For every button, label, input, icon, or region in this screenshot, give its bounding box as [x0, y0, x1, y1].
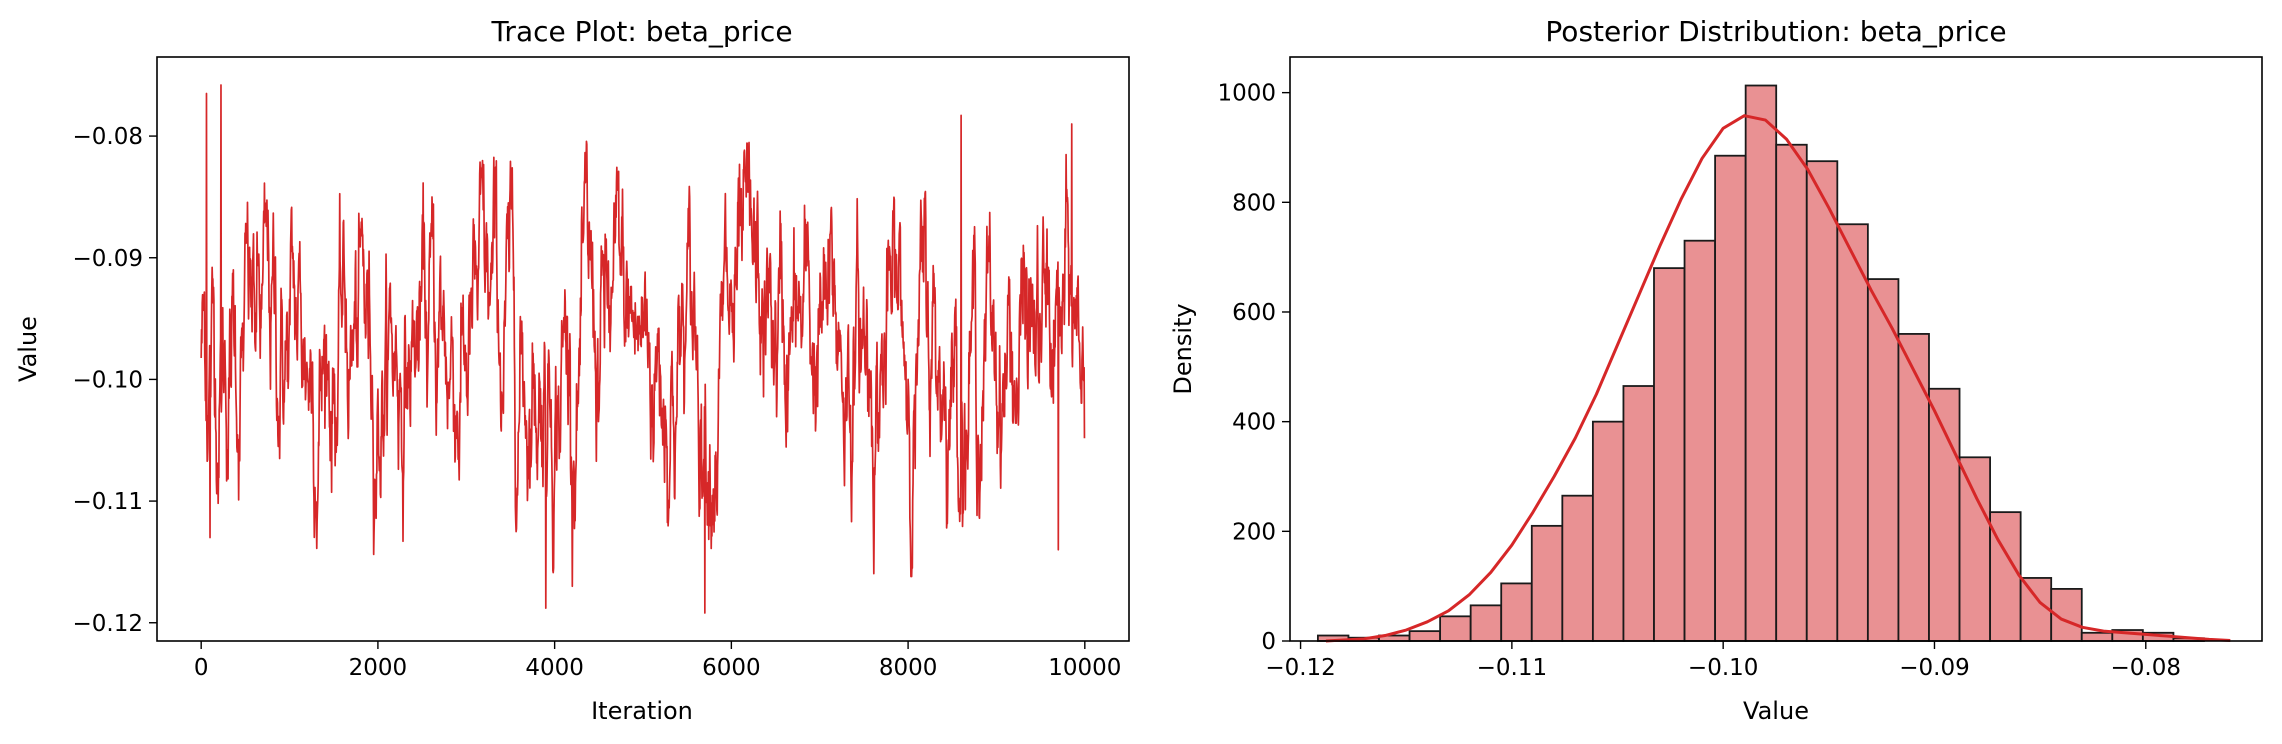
trace-y-axis-label: Value: [14, 316, 42, 382]
trace-series-line: [200, 84, 1086, 614]
histogram-bar: [1958, 456, 1991, 642]
posterior-x-tick-label: −0.12: [1265, 655, 1335, 681]
trace-x-tick-label: 10000: [1048, 655, 1121, 681]
histogram-bar: [1591, 420, 1625, 642]
histogram-bars: [1316, 84, 2205, 642]
posterior-plot-frame: [1289, 56, 2263, 642]
trace-y-tick-label: −0.12: [73, 611, 143, 637]
histogram-bar: [1805, 160, 1839, 642]
histogram-bar: [1928, 387, 1961, 642]
posterior-x-axis: −0.12 −0.11 −0.10 −0.09 −0.08: [1265, 641, 2181, 681]
posterior-x-tick-label: −0.08: [2111, 655, 2181, 681]
trace-y-tick-label: −0.11: [73, 489, 143, 515]
trace-plot-panel: Trace Plot: beta_price 0 2000 4000 6000 8000…: [14, 15, 1130, 725]
histogram-bar: [1561, 494, 1594, 642]
histogram-bar: [1653, 267, 1686, 642]
trace-y-tick-label: −0.08: [73, 124, 143, 150]
posterior-y-axis: 0 200 400 600 800 1000: [1217, 81, 1290, 655]
posterior-x-tick-label: −0.09: [1899, 655, 1969, 681]
histogram-bar: [1439, 615, 1472, 642]
posterior-y-tick-label: 0: [1261, 629, 1276, 655]
posterior-x-axis-label: Value: [1743, 697, 1809, 725]
posterior-y-tick-label: 1000: [1217, 81, 1276, 107]
histogram-bar: [1469, 604, 1503, 642]
trace-plot-title: Trace Plot: beta_price: [490, 15, 792, 48]
histogram-bar: [1622, 385, 1655, 642]
trace-y-axis: −0.12 −0.11 −0.10 −0.09 −0.08: [73, 124, 157, 637]
histogram-bar: [2080, 631, 2114, 642]
posterior-plot-panel: Posterior Distribution: beta_price −0.12…: [1169, 15, 2263, 725]
trace-x-tick-label: 4000: [525, 655, 584, 681]
histogram-bar: [1683, 239, 1717, 642]
posterior-x-tick-label: −0.10: [1688, 655, 1758, 681]
trace-y-tick-label: −0.09: [73, 246, 143, 272]
trace-x-axis-label: Iteration: [591, 697, 693, 725]
posterior-y-tick-label: 600: [1232, 300, 1276, 326]
trace-x-axis: 0 2000 4000 6000 8000 10000: [194, 641, 1121, 681]
kde-curve: [1325, 114, 2231, 643]
histogram-bar: [1775, 143, 1808, 642]
histogram-bar: [1530, 524, 1564, 642]
posterior-y-tick-label: 800: [1232, 190, 1276, 216]
trace-x-tick-label: 8000: [879, 655, 938, 681]
trace-plot-frame: [156, 56, 1130, 642]
trace-y-tick-label: −0.10: [73, 367, 143, 393]
histogram-bar: [1500, 582, 1533, 642]
histogram-bar: [1744, 84, 1778, 642]
posterior-x-tick-label: −0.11: [1477, 655, 1547, 681]
trace-x-tick-label: 0: [194, 655, 209, 681]
trace-line-group: [200, 84, 1086, 614]
trace-x-tick-label: 2000: [349, 655, 408, 681]
histogram-bar: [1897, 333, 1930, 642]
trace-x-tick-label: 6000: [702, 655, 761, 681]
histogram-bar: [1408, 630, 1442, 642]
histogram-bar: [1714, 154, 1747, 642]
posterior-y-tick-label: 400: [1232, 410, 1276, 436]
posterior-plot-title: Posterior Distribution: beta_price: [1545, 15, 2006, 48]
histogram-bar: [1836, 223, 1869, 642]
kde-curve-group: [1325, 114, 2231, 643]
posterior-y-tick-label: 200: [1232, 519, 1276, 545]
posterior-y-axis-label: Density: [1169, 303, 1197, 394]
